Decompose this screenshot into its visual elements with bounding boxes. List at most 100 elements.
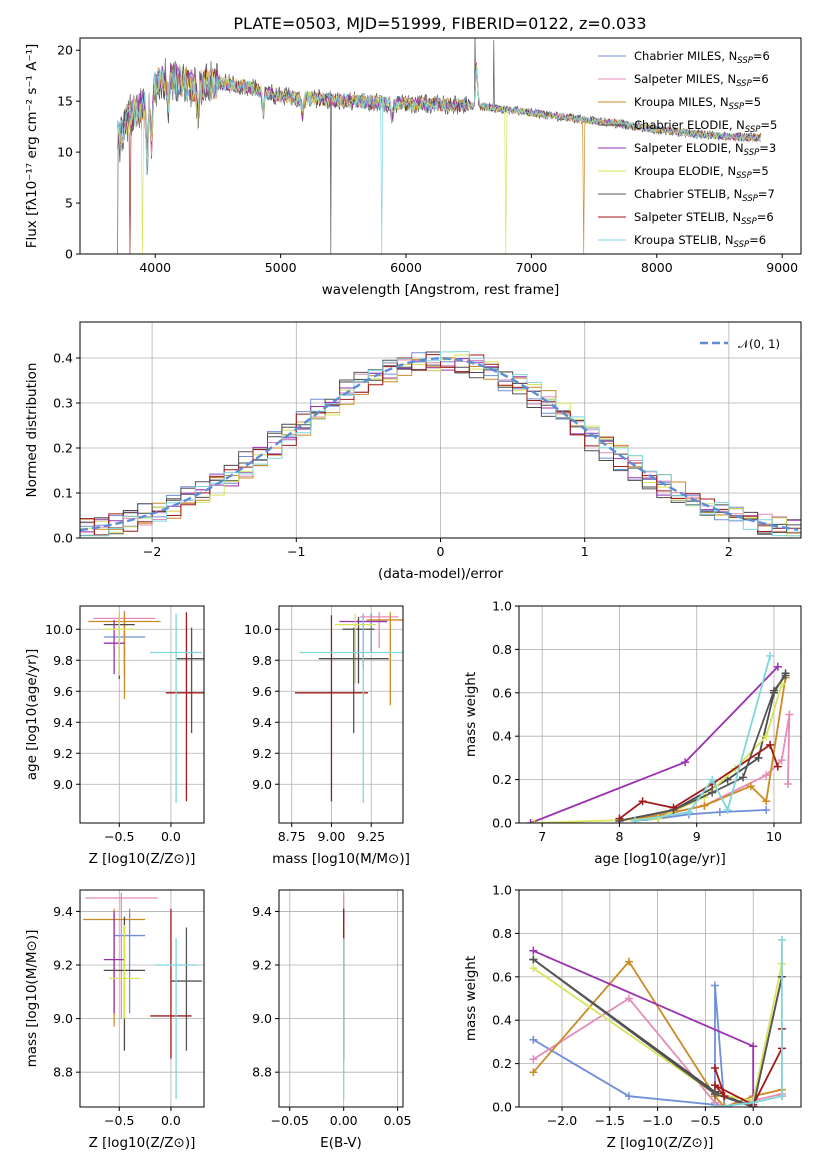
weight-marker — [777, 935, 786, 944]
legend-entry: Kroupa STELIB, NSSP=6 — [634, 233, 766, 250]
y-tick-label: 0.6 — [492, 969, 512, 984]
x-axis-label: E(B-V) — [320, 1135, 362, 1151]
plot-area-weight_vs_Z — [529, 935, 786, 1107]
weight-marker — [710, 1103, 719, 1107]
panel-spectrum: 4000 5000 6000 7000 8000 9000 0 5 10 15 20 waveleng… — [24, 37, 802, 298]
legend-entry: Kroupa ELODIE, NSSP=5 — [634, 164, 769, 181]
weight-marker — [746, 782, 755, 791]
y-tick-label: 9.8 — [53, 653, 73, 668]
legend-entry: Chabrier MILES, NSSP=6 — [634, 49, 770, 66]
errorbar-point — [155, 938, 197, 1099]
y-tick-label: 0.0 — [492, 1100, 512, 1115]
weight-marker — [710, 1063, 719, 1072]
weight-marker — [777, 756, 786, 765]
x-tick-label: 4000 — [139, 260, 171, 275]
x-tick-label: 0 — [437, 544, 445, 559]
errorbar-point — [103, 911, 125, 1014]
y-tick-label: 0.3 — [53, 396, 73, 411]
weight-marker — [785, 710, 794, 719]
x-tick-label: 6000 — [390, 260, 422, 275]
legend-entry-normal: 𝒩(0, 1) — [738, 337, 780, 351]
weight-marker — [749, 1098, 758, 1107]
plot-area-spectrum — [117, 38, 762, 254]
weight-series-kroupa-stelib — [630, 651, 775, 823]
errorbar-point — [85, 892, 158, 1019]
weight-marker — [762, 732, 771, 741]
y-axis-label: mass [log10(M/M⊙)] — [24, 930, 40, 1068]
legend-entry: Salpeter STELIB, NSSP=6 — [634, 210, 774, 227]
x-axis-label: wavelength [Angstrom, rest frame] — [322, 282, 560, 298]
y-tick-label: 1.0 — [492, 599, 512, 614]
weight-series-salpeter-stelib — [615, 740, 782, 823]
x-axis-label: Z [log10(Z/Z⊙)] — [607, 1135, 714, 1151]
axes-frame — [79, 37, 802, 255]
panel-residuals: −2 −1 0 1 2 0.0 0.1 0.2 0.3 0.4 (data-model)/error… — [24, 321, 802, 582]
weight-marker — [754, 753, 763, 762]
x-tick-label: 7 — [538, 829, 546, 844]
x-axis-label: (data-model)/error — [378, 566, 504, 582]
x-tick-label: 2 — [725, 544, 733, 559]
y-tick-label: 5 — [65, 196, 73, 211]
errorbar-point — [176, 627, 204, 734]
y-axis-label: age [log10(age/yr)] — [24, 649, 40, 781]
weight-line — [618, 743, 779, 820]
y-tick-label: 9.8 — [252, 653, 272, 668]
y-tick-label: 15 — [57, 94, 73, 109]
y-axis-label: Normed distribution — [24, 363, 40, 498]
weight-marker — [684, 808, 693, 817]
weight-line — [619, 674, 787, 822]
axes-frame — [79, 605, 205, 824]
y-axis-label: Flux [fλ10⁻¹⁷ erg cm⁻² s⁻¹ A⁻¹] — [24, 44, 40, 249]
x-tick-label: 9.25 — [357, 829, 385, 844]
errorbar-point — [88, 612, 161, 699]
figure-title: PLATE=0503, MJD=51999, FIBERID=0122, z=0… — [233, 14, 646, 33]
y-tick-label: 9.2 — [252, 958, 272, 973]
weight-marker — [749, 1042, 758, 1051]
plot-area-weight_vs_age — [526, 651, 794, 823]
normal-distribution-curve — [80, 357, 799, 532]
weight-series-kroupa-stelib — [710, 935, 786, 1107]
x-tick-label: 5000 — [265, 260, 297, 275]
weight-marker — [723, 805, 732, 814]
legend-entry: Chabrier STELIB, NSSP=7 — [634, 187, 775, 204]
weight-marker — [781, 671, 790, 680]
x-tick-label: −2.0 — [547, 1113, 577, 1128]
x-tick-label: −1.5 — [595, 1113, 625, 1128]
legend-entry: Kroupa MILES, NSSP=5 — [634, 95, 761, 112]
axes-frame — [79, 889, 205, 1108]
y-tick-label: 0.0 — [53, 531, 73, 546]
x-tick-label: 8000 — [641, 260, 673, 275]
weight-marker — [769, 686, 778, 695]
y-tick-label: 9.2 — [53, 746, 73, 761]
x-axis-label: mass [log10(M/M⊙)] — [272, 851, 410, 867]
y-tick-label: 0.2 — [492, 1056, 512, 1071]
weight-marker — [638, 797, 647, 806]
axes-frame — [518, 889, 802, 1108]
x-tick-label: 1 — [581, 544, 589, 559]
errorbar-point — [366, 612, 403, 706]
weight-marker — [710, 1089, 719, 1098]
weight-marker — [773, 762, 782, 771]
x-tick-label: 8 — [615, 829, 623, 844]
weight-marker — [708, 775, 717, 784]
y-tick-label: 0.2 — [53, 441, 73, 456]
errorbar-point — [150, 908, 192, 1059]
x-tick-label: −0.05 — [271, 1113, 309, 1128]
y-tick-label: 0.0 — [492, 816, 512, 831]
weight-marker — [739, 773, 748, 782]
y-tick-label: 9.0 — [252, 1011, 272, 1026]
spectrum-legend: Chabrier MILES, NSSP=6 Salpeter MILES, NS… — [598, 49, 777, 250]
x-axis-label: Z [log10(Z/Z⊙)] — [89, 851, 196, 867]
x-axis-label: Z [log10(Z/Z⊙)] — [89, 1135, 196, 1151]
axes-frame — [278, 889, 404, 1108]
weight-marker — [529, 1035, 538, 1044]
legend-entry: Salpeter ELODIE, NSSP=3 — [634, 141, 776, 158]
weight-marker — [529, 946, 538, 955]
x-tick-label: −2 — [143, 544, 161, 559]
errorbar-point — [108, 924, 140, 1019]
weight-marker — [654, 814, 663, 823]
x-tick-label: −1 — [287, 544, 305, 559]
y-tick-label: 0.1 — [53, 486, 73, 501]
weight-marker — [708, 788, 717, 797]
